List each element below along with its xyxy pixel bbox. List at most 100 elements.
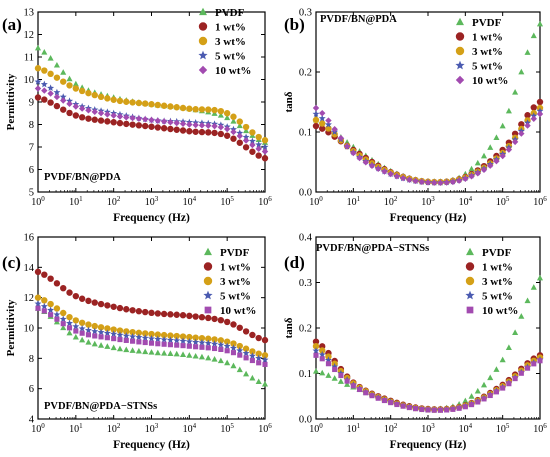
data-point	[230, 321, 237, 328]
data-point	[475, 399, 481, 405]
data-point	[325, 117, 332, 124]
data-point	[148, 123, 155, 130]
data-point	[142, 339, 148, 346]
data-point	[518, 313, 525, 319]
data-point	[255, 133, 262, 141]
data-point	[123, 346, 130, 353]
data-point	[512, 329, 519, 335]
legend-label: 5 wt%	[482, 291, 513, 303]
data-point	[66, 75, 73, 82]
data-point	[211, 122, 218, 130]
data-point	[400, 403, 406, 409]
data-point	[362, 159, 369, 166]
data-point	[312, 104, 320, 112]
data-point	[487, 144, 494, 150]
data-point	[148, 340, 155, 346]
y-tick-label: 9	[29, 98, 34, 109]
data-point	[249, 331, 256, 339]
data-point	[85, 321, 92, 328]
data-point	[129, 99, 136, 106]
panel-annotation: PVDF/BN@PDA−STNSs	[44, 401, 157, 412]
data-point	[406, 176, 413, 183]
data-point	[141, 330, 149, 337]
data-point	[179, 337, 187, 345]
data-point	[192, 106, 199, 113]
x-tick-label: 102	[107, 422, 121, 435]
data-point	[48, 312, 54, 318]
data-point	[34, 78, 42, 85]
x-tick-label: 105	[220, 422, 234, 435]
data-point	[356, 386, 363, 393]
data-point	[455, 177, 463, 184]
data-point	[248, 137, 256, 145]
data-point	[129, 347, 136, 353]
data-point	[198, 128, 206, 136]
data-point	[173, 311, 180, 318]
data-point	[92, 333, 98, 339]
data-point	[499, 152, 506, 160]
data-point	[363, 390, 369, 396]
data-point	[166, 336, 174, 344]
data-point	[224, 348, 230, 354]
data-point	[85, 107, 92, 114]
data-point	[141, 116, 149, 123]
data-point	[387, 170, 394, 178]
data-point	[487, 374, 494, 381]
data-point	[47, 90, 54, 97]
data-point	[160, 336, 168, 343]
data-point	[59, 315, 67, 323]
data-point	[34, 65, 42, 72]
x-tick-label: 105	[496, 422, 510, 435]
data-point	[192, 352, 199, 359]
data-point	[135, 333, 143, 341]
x-tick-label: 101	[347, 195, 361, 208]
data-point	[319, 120, 326, 127]
legend-marker	[204, 306, 212, 314]
data-point	[167, 332, 174, 339]
data-point	[179, 333, 187, 340]
data-point	[325, 125, 332, 132]
data-point	[91, 116, 98, 123]
data-point	[41, 297, 48, 304]
data-point	[53, 74, 61, 81]
data-point	[524, 112, 531, 119]
series-pvdf	[312, 20, 544, 184]
data-point	[211, 355, 218, 362]
data-point	[242, 345, 250, 352]
data-point	[431, 407, 437, 413]
data-point	[66, 289, 73, 296]
data-point	[34, 85, 42, 92]
data-point	[331, 363, 339, 370]
data-point	[237, 352, 243, 358]
data-point	[230, 350, 237, 356]
data-point	[205, 354, 212, 361]
data-point	[261, 380, 269, 387]
data-point	[129, 328, 136, 336]
data-point	[79, 330, 85, 336]
legend-label: 10 wt%	[482, 305, 518, 317]
data-point	[34, 294, 42, 301]
y-tick-label: 8	[29, 120, 34, 131]
x-tick-label: 101	[347, 422, 361, 435]
data-point	[66, 319, 74, 327]
data-point	[530, 104, 537, 111]
data-point	[319, 369, 326, 376]
data-point	[167, 125, 174, 133]
x-tick-label: 103	[145, 422, 159, 435]
data-point	[223, 318, 231, 326]
data-point	[319, 356, 325, 362]
x-tick-label: 104	[459, 422, 473, 435]
data-point	[256, 360, 262, 366]
legend-marker	[455, 75, 465, 85]
y-tick-label: 0.2	[299, 68, 312, 79]
data-point	[53, 88, 61, 96]
legend-label: PVDF	[215, 7, 245, 19]
data-point	[110, 119, 117, 126]
y-axis-label: tanδ	[283, 317, 295, 338]
data-point	[41, 48, 48, 55]
data-point	[72, 80, 79, 87]
data-point	[249, 148, 256, 155]
data-point	[60, 309, 67, 317]
data-point	[218, 346, 224, 353]
x-tick-label: 103	[421, 422, 435, 435]
